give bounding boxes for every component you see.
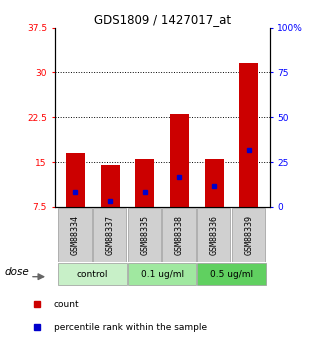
Text: 0.5 ug/ml: 0.5 ug/ml <box>210 270 253 279</box>
Text: GSM88337: GSM88337 <box>106 215 115 255</box>
Text: GSM88339: GSM88339 <box>244 215 253 255</box>
Text: GSM88334: GSM88334 <box>71 215 80 255</box>
Text: percentile rank within the sample: percentile rank within the sample <box>54 323 207 332</box>
Text: GSM88336: GSM88336 <box>210 215 219 255</box>
Bar <box>204 159 224 207</box>
Text: 0.1 ug/ml: 0.1 ug/ml <box>141 270 184 279</box>
Bar <box>197 208 230 262</box>
Bar <box>128 208 161 262</box>
Bar <box>128 264 196 285</box>
Bar <box>66 153 85 207</box>
Bar <box>135 159 154 207</box>
Bar <box>162 208 196 262</box>
Bar <box>239 63 258 207</box>
Bar <box>197 264 266 285</box>
Bar <box>100 165 120 207</box>
Text: GSM88335: GSM88335 <box>140 215 149 255</box>
Text: dose: dose <box>4 267 29 277</box>
Text: control: control <box>77 270 108 279</box>
Text: GSM88338: GSM88338 <box>175 215 184 255</box>
Bar <box>93 208 126 262</box>
Text: count: count <box>54 300 80 309</box>
Bar <box>170 114 189 207</box>
Title: GDS1809 / 1427017_at: GDS1809 / 1427017_at <box>93 13 231 27</box>
Bar <box>58 264 127 285</box>
Bar <box>232 208 265 262</box>
Bar <box>58 208 92 262</box>
